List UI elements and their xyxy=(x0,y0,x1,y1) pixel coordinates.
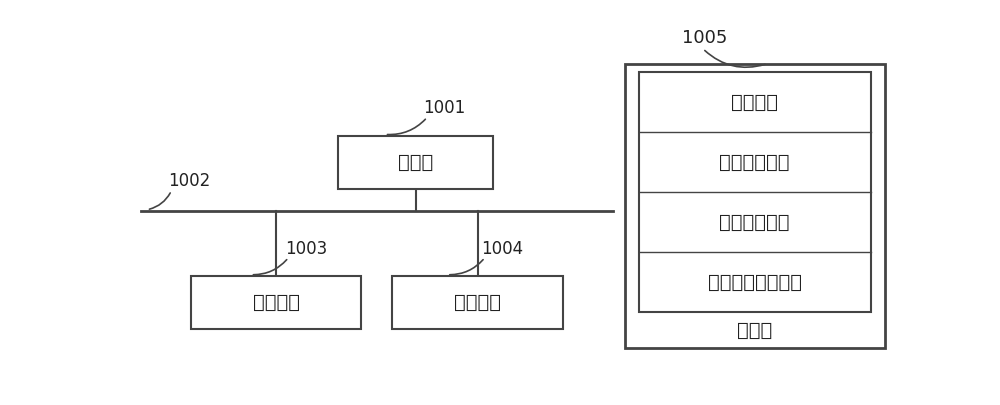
Bar xyxy=(338,136,493,189)
Text: 投影亮度调整程序: 投影亮度调整程序 xyxy=(708,273,802,292)
Text: 1002: 1002 xyxy=(168,173,210,190)
Bar xyxy=(625,64,885,348)
Bar xyxy=(639,72,871,312)
Text: 输入端口: 输入端口 xyxy=(253,293,300,312)
Text: 网络通信模块: 网络通信模块 xyxy=(719,153,790,172)
Text: 输出端口: 输出端口 xyxy=(454,293,501,312)
Bar xyxy=(191,276,361,329)
Text: 1004: 1004 xyxy=(481,239,523,258)
Text: 1005: 1005 xyxy=(682,29,727,47)
Bar xyxy=(392,276,563,329)
Text: 处理器: 处理器 xyxy=(398,153,433,172)
Text: 操作系统: 操作系统 xyxy=(731,92,778,111)
Text: 1001: 1001 xyxy=(423,99,466,117)
Text: 应用程序模块: 应用程序模块 xyxy=(719,213,790,232)
Text: 存储器: 存储器 xyxy=(737,321,772,340)
Text: 1003: 1003 xyxy=(285,239,327,258)
